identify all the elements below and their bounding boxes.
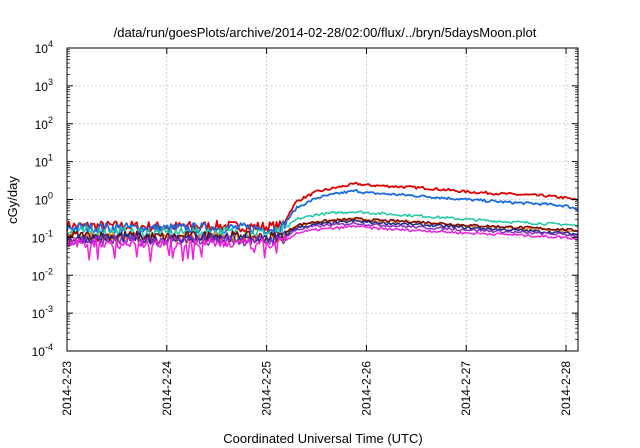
series-navy [66, 219, 579, 245]
y-tick-label: 10-2 [32, 266, 53, 283]
y-tick-label: 10-3 [32, 304, 53, 321]
x-tick-label: 2014-2-25 [260, 361, 274, 416]
x-tick-label: 2014-2-27 [459, 361, 473, 416]
series-purple [66, 221, 579, 247]
y-tick-label: 100 [35, 191, 53, 208]
x-axis-ticks: 2014-2-23 2014-2-24 2014-2-25 2014-2-26 2014… [60, 48, 573, 416]
y-tick-label: 104 [35, 39, 53, 56]
x-tick-label: 2014-2-28 [559, 361, 573, 416]
y-tick-label: 102 [35, 115, 53, 132]
y-tick-label: 10-1 [32, 228, 53, 245]
series-layer [66, 181, 579, 263]
y-tick-label: 103 [35, 77, 53, 94]
grid [67, 48, 578, 351]
series-magenta [66, 224, 579, 263]
series-red [66, 181, 579, 233]
x-tick-label: 2014-2-24 [160, 361, 174, 416]
y-tick-label: 101 [35, 153, 53, 170]
chart-title: /data/run/goesPlots/archive/2014-02-28/0… [114, 25, 537, 40]
y-tick-label: 10-4 [32, 342, 53, 359]
x-axis-label: Coordinated Universal Time (UTC) [223, 431, 422, 446]
x-tick-label: 2014-2-26 [359, 361, 373, 416]
x-tick-label: 2014-2-23 [60, 361, 74, 416]
y-axis-ticks: 10-4 10-3 10-2 10-1 100 101 102 103 104 [32, 39, 578, 359]
y-axis-label: cGy/day [5, 176, 20, 224]
series-darkred [66, 216, 579, 244]
series-blue [66, 188, 579, 235]
